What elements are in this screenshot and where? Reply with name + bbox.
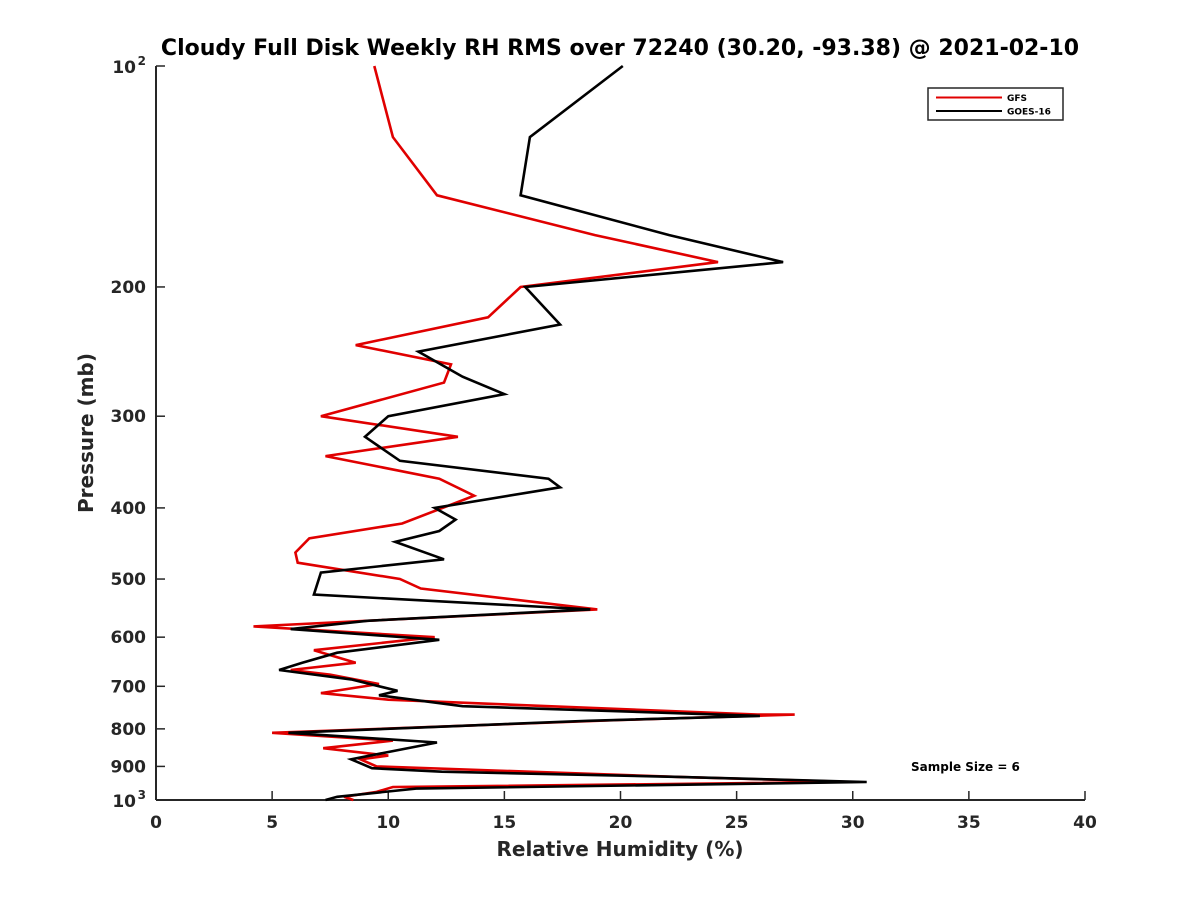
x-tick-label: 20: [609, 813, 633, 833]
y-tick-exponent: 3: [138, 788, 146, 802]
y-tick-base: 10: [112, 58, 136, 78]
legend-label-gfs: GFS: [1007, 94, 1027, 104]
y-tick-exponent: 2: [138, 54, 146, 68]
y-tick-base: 10: [112, 792, 136, 812]
x-tick-label: 15: [493, 813, 517, 833]
y-tick-label: 200: [111, 278, 147, 298]
legend-label-goes16: GOES-16: [1007, 108, 1051, 118]
y-axis-label: Pressure (mb): [74, 353, 98, 513]
y-tick-label: 900: [111, 757, 147, 777]
x-tick-label: 0: [150, 813, 162, 833]
y-tick-label: 400: [111, 499, 147, 519]
chart-title: Cloudy Full Disk Weekly RH RMS over 7224…: [161, 36, 1079, 61]
plot-area: [156, 66, 1085, 800]
legend-box: [927, 87, 1064, 121]
y-tick-label: 600: [111, 628, 147, 648]
x-tick-label: 35: [957, 813, 981, 833]
x-tick-label: 25: [725, 813, 749, 833]
x-tick-label: 40: [1073, 813, 1097, 833]
x-axis-ticks: 0 5 10 15 20 25 30 35 40: [150, 791, 1097, 833]
sample-size-annotation: Sample Size = 6: [911, 760, 1020, 774]
legend: GFS GOES-16: [927, 87, 1064, 121]
y-tick-label: 500: [111, 570, 147, 590]
series-line-goes-16: [278, 64, 867, 802]
y-tick-label-exp: 10: [112, 792, 136, 812]
y-tick-label-exp: 10: [112, 58, 136, 78]
series-layer: [253, 64, 867, 802]
y-tick-label: 700: [111, 677, 147, 697]
x-axis-label: Relative Humidity (%): [496, 837, 743, 861]
x-tick-label: 30: [841, 813, 865, 833]
y-tick-label: 800: [111, 720, 147, 740]
x-tick-label: 10: [376, 813, 400, 833]
x-tick-label: 5: [266, 813, 278, 833]
y-tick-label: 300: [111, 407, 147, 427]
